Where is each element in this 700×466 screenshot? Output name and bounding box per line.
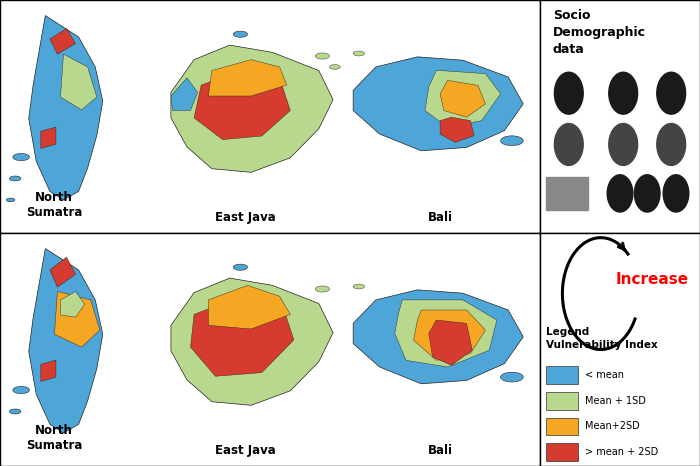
Circle shape — [354, 51, 365, 56]
Polygon shape — [50, 28, 76, 54]
Text: North
Sumatra: North Sumatra — [26, 191, 82, 219]
Text: Legend
Vulnerability Index: Legend Vulnerability Index — [547, 327, 658, 350]
Circle shape — [315, 53, 330, 59]
Text: Mean + 1SD: Mean + 1SD — [584, 396, 645, 406]
Polygon shape — [41, 360, 56, 382]
Text: Mean+2SD: Mean+2SD — [584, 421, 640, 432]
Text: Bali: Bali — [428, 444, 453, 457]
Circle shape — [233, 264, 248, 270]
Polygon shape — [29, 15, 103, 200]
Circle shape — [354, 284, 365, 289]
Text: Increase: Increase — [615, 272, 689, 287]
Polygon shape — [395, 300, 497, 367]
Polygon shape — [190, 296, 294, 376]
Polygon shape — [194, 70, 290, 140]
Polygon shape — [60, 54, 97, 110]
Bar — [547, 418, 578, 435]
Polygon shape — [354, 290, 524, 384]
Bar — [547, 366, 578, 384]
Bar — [547, 177, 588, 210]
Polygon shape — [425, 70, 500, 127]
Text: North
Sumatra: North Sumatra — [26, 424, 82, 452]
Text: Bali: Bali — [428, 211, 453, 224]
Circle shape — [6, 198, 15, 202]
Polygon shape — [414, 310, 486, 360]
Circle shape — [634, 175, 660, 212]
Polygon shape — [55, 291, 100, 347]
Circle shape — [315, 286, 330, 292]
Circle shape — [657, 72, 685, 114]
Circle shape — [609, 123, 638, 165]
Polygon shape — [171, 78, 197, 110]
Polygon shape — [209, 285, 290, 329]
Polygon shape — [171, 278, 333, 405]
Circle shape — [330, 65, 340, 69]
Text: < mean: < mean — [584, 370, 624, 380]
Circle shape — [9, 409, 21, 414]
Polygon shape — [29, 248, 103, 433]
Polygon shape — [41, 127, 56, 149]
Polygon shape — [50, 257, 76, 287]
Circle shape — [607, 175, 633, 212]
Text: East Java: East Java — [216, 211, 276, 224]
Circle shape — [554, 72, 583, 114]
Polygon shape — [440, 117, 474, 143]
Text: East Java: East Java — [216, 444, 276, 457]
Circle shape — [13, 153, 29, 161]
Bar — [547, 392, 578, 410]
Bar — [547, 443, 578, 461]
Polygon shape — [209, 60, 287, 96]
Polygon shape — [429, 320, 472, 365]
Polygon shape — [440, 80, 486, 117]
Circle shape — [13, 386, 29, 394]
Circle shape — [233, 31, 248, 37]
Polygon shape — [171, 45, 333, 172]
Circle shape — [9, 176, 21, 181]
Polygon shape — [60, 291, 85, 317]
Circle shape — [554, 123, 583, 165]
Circle shape — [663, 175, 689, 212]
Circle shape — [500, 372, 524, 382]
Polygon shape — [354, 57, 524, 151]
Circle shape — [500, 136, 524, 145]
Circle shape — [609, 72, 638, 114]
Text: > mean + 2SD: > mean + 2SD — [584, 447, 658, 457]
Circle shape — [657, 123, 685, 165]
Text: Socio
Demographic
data: Socio Demographic data — [553, 9, 646, 56]
